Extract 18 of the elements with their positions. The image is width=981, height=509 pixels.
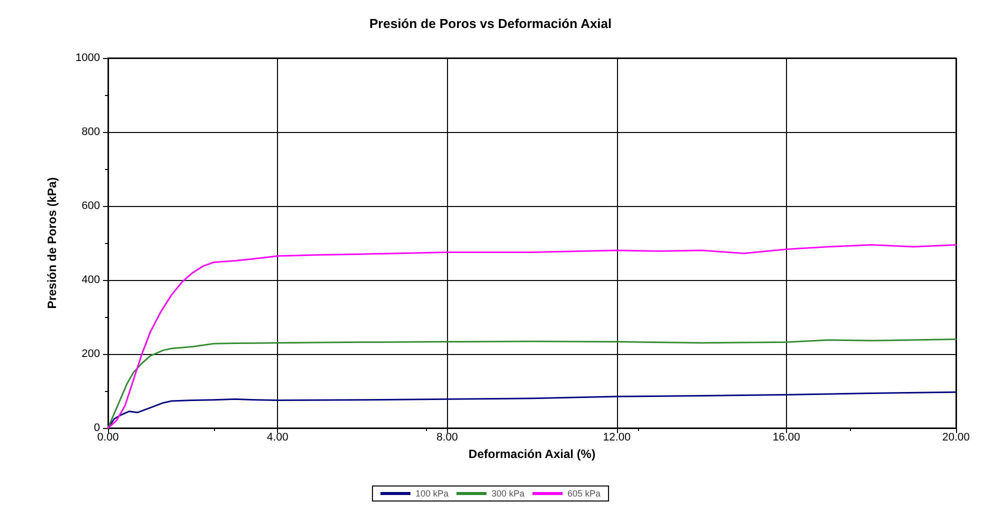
y-tick-label: 400	[82, 274, 100, 286]
y-tick-label: 1000	[76, 52, 100, 64]
y-tick-label: 200	[82, 348, 100, 360]
y-tick-label: 0	[94, 422, 100, 434]
legend-label: 605 kPa	[568, 488, 601, 498]
y-tick-label: 800	[82, 126, 100, 138]
x-tick-label: 20.00	[942, 432, 970, 444]
legend-label: 100 kPa	[415, 488, 448, 498]
x-tick-label: 12.00	[603, 432, 631, 444]
x-tick-label: 0.00	[97, 432, 119, 444]
x-tick-label: 4.00	[266, 432, 288, 444]
legend-label: 300 kPa	[491, 488, 525, 498]
chart-title: Presión de Poros vs Deformación Axial	[369, 16, 612, 31]
x-tick-label: 16.00	[772, 432, 800, 444]
x-tick-label: 8.00	[436, 432, 458, 444]
y-tick-label: 600	[82, 200, 100, 212]
y-axis-title: Presión de Poros (kPa)	[45, 177, 59, 309]
x-axis-title: Deformación Axial (%)	[468, 446, 596, 461]
